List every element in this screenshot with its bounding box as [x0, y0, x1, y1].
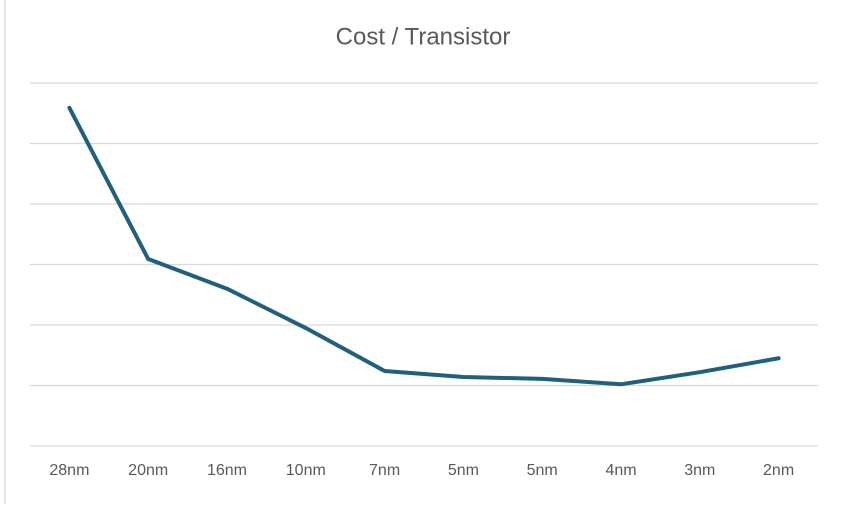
x-tick-label: 4nm — [605, 462, 636, 479]
x-tick-label: 7nm — [369, 462, 400, 479]
data-line — [67, 105, 781, 387]
x-tick-label: 28nm — [49, 462, 89, 479]
x-tick-label: 5nm — [448, 462, 479, 479]
x-tick-label: 20nm — [128, 462, 168, 479]
chart-title: Cost / Transistor — [336, 23, 511, 50]
x-tick-label: 16nm — [207, 462, 247, 479]
x-tick-label: 5nm — [527, 462, 558, 479]
x-tick-label: 2nm — [763, 462, 794, 479]
x-tick-label: 10nm — [286, 462, 326, 479]
x-tick-label: 3nm — [684, 462, 715, 479]
